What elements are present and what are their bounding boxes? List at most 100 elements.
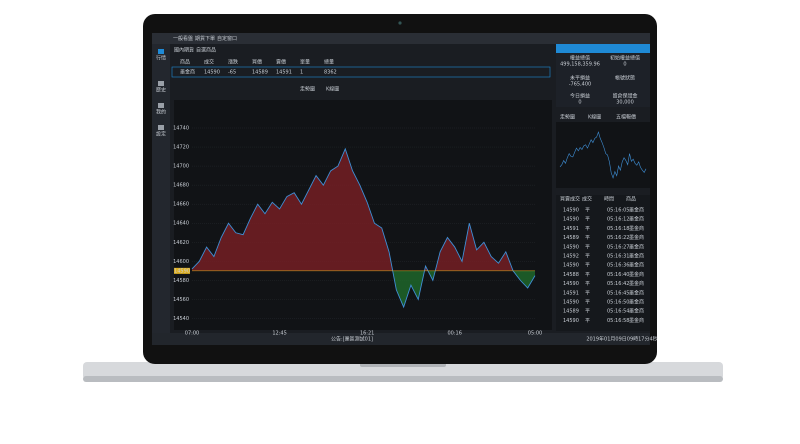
notice: 公告:[業區測試01] [331, 336, 373, 343]
y-tick-label: 14580 [173, 278, 189, 284]
trades-header: 買賣成交 [560, 196, 580, 203]
quote-header: 買價 [252, 59, 262, 66]
quote-tab: 自選商品 [196, 47, 216, 54]
trade-cell: 墨金商 [629, 317, 644, 324]
reference-badge [174, 267, 190, 274]
trade-cell: 平 [585, 318, 590, 324]
y-tick-label: 14560 [173, 297, 189, 303]
right-tab: 五檔報價 [616, 114, 636, 121]
laptop-base [83, 362, 723, 380]
trade-cell: 14588 [563, 272, 579, 278]
trade-cell: 14592 [563, 254, 579, 260]
toolbar-tab: 期貨下單 [195, 35, 215, 42]
y-tick-label: 14640 [173, 221, 189, 227]
account-panel [556, 44, 650, 107]
quote-header: 商品 [180, 59, 190, 66]
quote-cell: 14591 [276, 70, 292, 76]
y-tick-label: 14660 [173, 202, 189, 208]
trade-cell: 平 [585, 226, 590, 232]
quote-cell: 1 [300, 70, 303, 76]
trades-header: 成交 [582, 196, 592, 203]
trade-cell: 05:16:50 [607, 300, 629, 306]
sidebar-label: 我的 [156, 109, 166, 116]
quote-cell: 14589 [252, 70, 268, 76]
trade-cell: 墨金商 [629, 299, 644, 306]
quote-tab: 國內期貨 [174, 47, 194, 54]
y-tick-label: 14740 [173, 126, 189, 132]
trade-cell: 墨金商 [629, 271, 644, 278]
area-down [392, 270, 535, 308]
y-tick-label: 14620 [173, 240, 189, 246]
trade-cell: 墨金商 [629, 225, 644, 232]
trade-cell: 14589 [563, 309, 579, 315]
toolbar [152, 33, 650, 44]
sidebar-icon [158, 125, 164, 130]
trade-cell: 14590 [563, 281, 579, 287]
sidebar-icon [158, 49, 164, 54]
quote-cell: 8362 [324, 70, 337, 76]
x-tick-label: 05:00 [528, 331, 542, 337]
quote-cell: -65 [228, 70, 236, 76]
trade-cell: 平 [585, 208, 590, 214]
trade-cell: 墨金商 [629, 262, 644, 269]
quote-header: 成交 [204, 59, 214, 66]
right-tab: K線圖 [588, 114, 601, 121]
trade-cell: 平 [585, 254, 590, 260]
trade-cell: 14590 [563, 217, 579, 223]
y-tick-label: 14600 [173, 259, 189, 265]
trade-cell: 墨金商 [629, 253, 644, 260]
trade-cell: 平 [585, 290, 590, 296]
status-bar [152, 333, 650, 345]
trade-cell: 05:16:22 [607, 235, 629, 241]
trade-cell: 墨金商 [629, 243, 644, 250]
trade-cell: 平 [585, 244, 590, 250]
sidebar-label: 設定 [156, 131, 166, 138]
trade-cell: 墨金商 [629, 216, 644, 223]
trade-cell: 平 [585, 272, 590, 278]
camera [398, 21, 402, 25]
sidebar [152, 33, 170, 345]
mini-price-line [559, 131, 647, 179]
quote-cell: 14590 [204, 70, 220, 76]
x-tick-label: 00:16 [448, 331, 462, 337]
trade-cell: 05:16:58 [607, 318, 629, 324]
x-tick-label: 12:45 [272, 331, 286, 337]
trade-cell: 墨金商 [629, 280, 644, 287]
account-label: 今日損益 [570, 93, 590, 100]
trade-cell: 05:16:45 [607, 290, 629, 296]
trade-cell: 05:16:54 [607, 309, 629, 315]
account-label: 權益總值 [570, 55, 590, 62]
quote-header: 單量 [300, 59, 310, 66]
x-tick-label: 16:21 [360, 331, 374, 337]
trade-cell: 平 [585, 235, 590, 241]
quote-header: 總量 [324, 59, 334, 66]
trade-cell: 墨金商 [629, 207, 644, 214]
right-tab: 走勢圖 [560, 114, 575, 121]
trade-cell: 05:16:31 [607, 254, 629, 260]
trade-cell: 14590 [563, 263, 579, 269]
trades-panel [556, 195, 650, 331]
trade-cell: 05:16:36 [607, 263, 629, 269]
trade-cell: 平 [585, 281, 590, 287]
x-tick-label: 07:00 [185, 331, 199, 337]
quote-cell: 墨金商 [180, 69, 195, 76]
trade-cell: 05:16:40 [607, 272, 629, 278]
laptop-base-edge [83, 376, 723, 382]
trade-cell: 14590 [563, 318, 579, 324]
account-value: 30,000 [616, 100, 634, 106]
chart-tab: 走勢圖 [300, 86, 315, 93]
account-value: 499,158,359.96 [560, 62, 600, 68]
trade-cell: 05:16:05 [607, 208, 629, 214]
trades-header: 商品 [626, 196, 636, 203]
trade-cell: 平 [585, 263, 590, 269]
y-tick-label: 14540 [173, 316, 189, 322]
toolbar-tab: 自定窗口 [217, 35, 237, 42]
trade-cell: 平 [585, 217, 590, 223]
trade-cell: 05:16:27 [607, 244, 629, 250]
trade-cell: 墨金商 [629, 289, 644, 296]
sidebar-icon [158, 81, 164, 86]
y-tick-label: 14720 [173, 145, 189, 151]
account-value: 0 [623, 62, 626, 68]
trade-cell: 14590 [563, 300, 579, 306]
